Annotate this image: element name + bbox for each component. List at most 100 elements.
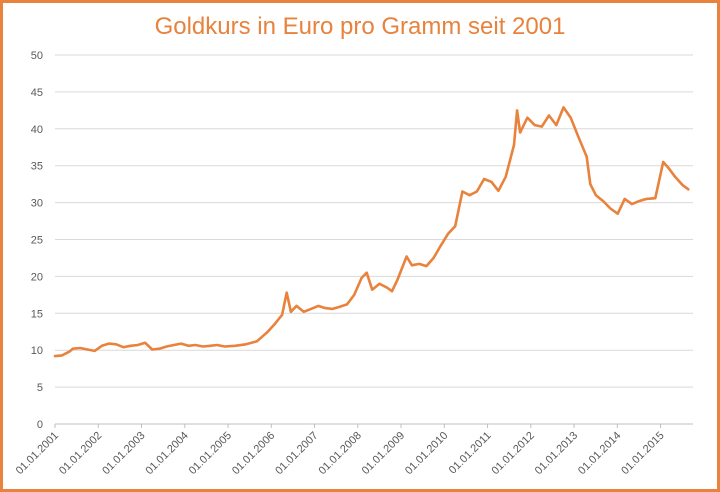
- data-point: [476, 190, 478, 193]
- y-tick-label: 10: [31, 345, 43, 357]
- x-tick-label: 01.01.2012: [489, 430, 536, 477]
- data-point: [454, 225, 457, 228]
- data-point: [338, 305, 341, 308]
- data-point: [302, 310, 305, 313]
- data-point: [490, 181, 493, 183]
- y-tick-label: 0: [37, 419, 43, 431]
- data-point: [602, 200, 605, 203]
- data-point: [440, 244, 442, 247]
- data-point: [585, 155, 588, 158]
- x-tick-label: 01.01.2015: [619, 430, 666, 477]
- data-point: [396, 278, 399, 281]
- data-point: [681, 184, 684, 186]
- x-tick-label: 01.01.2007: [273, 430, 320, 477]
- series-line: [53, 106, 690, 358]
- y-tick-label: 20: [31, 271, 43, 283]
- data-point: [136, 344, 139, 346]
- data-point: [353, 294, 356, 296]
- data-point: [209, 344, 211, 347]
- data-point: [516, 109, 518, 112]
- data-point: [216, 344, 219, 346]
- data-point: [418, 263, 421, 265]
- data-point: [68, 350, 71, 353]
- data-point: [609, 207, 612, 210]
- y-tick-label: 35: [31, 161, 43, 173]
- y-tick-label: 40: [31, 124, 43, 136]
- data-point: [411, 264, 413, 267]
- y-tick-label: 30: [31, 198, 43, 210]
- data-point: [324, 307, 327, 309]
- data-point: [346, 303, 348, 306]
- y-tick-label: 50: [31, 50, 43, 62]
- data-point: [256, 340, 258, 343]
- data-point: [569, 116, 572, 119]
- data-point: [223, 345, 226, 348]
- data-point: [662, 161, 665, 163]
- y-tick-label: 15: [31, 308, 43, 320]
- data-point: [432, 257, 435, 259]
- data-point: [310, 308, 312, 310]
- data-point: [371, 288, 374, 291]
- data-point: [468, 194, 471, 197]
- data-point: [378, 282, 381, 285]
- data-point: [101, 344, 103, 347]
- data-point: [86, 348, 89, 351]
- x-tick-label: 01.01.2005: [187, 430, 234, 477]
- data-point: [447, 232, 450, 235]
- data-point: [129, 344, 132, 347]
- x-tick-label: 01.01.2011: [447, 430, 494, 477]
- data-point: [577, 135, 579, 138]
- data-point: [201, 345, 204, 348]
- data-point: [461, 190, 464, 193]
- data-point: [654, 197, 657, 200]
- data-point: [645, 198, 648, 200]
- data-point: [79, 347, 81, 349]
- x-tick-label: 01.01.2006: [230, 430, 277, 477]
- data-point: [180, 342, 183, 345]
- y-tick-label: 45: [31, 87, 43, 99]
- data-point: [533, 124, 536, 126]
- x-tick-label: 01.01.2010: [403, 430, 450, 477]
- data-point: [562, 106, 565, 109]
- data-point: [638, 200, 640, 203]
- data-point: [234, 344, 237, 347]
- data-point: [548, 114, 550, 117]
- data-point: [540, 125, 543, 128]
- y-tick-label: 25: [31, 235, 43, 247]
- data-point: [115, 343, 117, 346]
- y-tick-label: 5: [37, 382, 43, 394]
- data-point: [194, 344, 197, 346]
- data-point: [391, 290, 393, 293]
- data-point: [274, 322, 276, 325]
- data-point: [504, 175, 507, 178]
- data-point: [93, 350, 96, 352]
- data-point: [122, 346, 125, 349]
- data-point: [589, 183, 592, 186]
- data-point: [513, 144, 515, 146]
- data-point: [360, 277, 363, 279]
- data-point: [266, 330, 269, 333]
- data-point: [555, 124, 558, 126]
- data-point: [595, 194, 597, 197]
- data-point: [616, 212, 619, 215]
- data-point: [687, 188, 690, 191]
- data-point: [425, 265, 428, 267]
- data-point: [245, 343, 247, 346]
- x-tick-label: 01.01.2001: [14, 430, 61, 477]
- chart-title: Goldkurs in Euro pro Gramm seit 2001: [154, 13, 566, 40]
- data-point: [173, 344, 175, 346]
- data-point: [331, 308, 334, 310]
- data-point: [281, 313, 283, 316]
- data-point: [519, 131, 521, 134]
- data-point: [295, 305, 298, 307]
- data-point: [54, 355, 56, 357]
- data-point: [61, 354, 63, 357]
- data-point: [165, 345, 168, 348]
- data-point: [144, 341, 147, 344]
- data-point: [526, 116, 529, 119]
- data-point: [317, 305, 320, 307]
- data-point: [405, 255, 408, 258]
- x-tick-label: 01.01.2008: [316, 430, 363, 477]
